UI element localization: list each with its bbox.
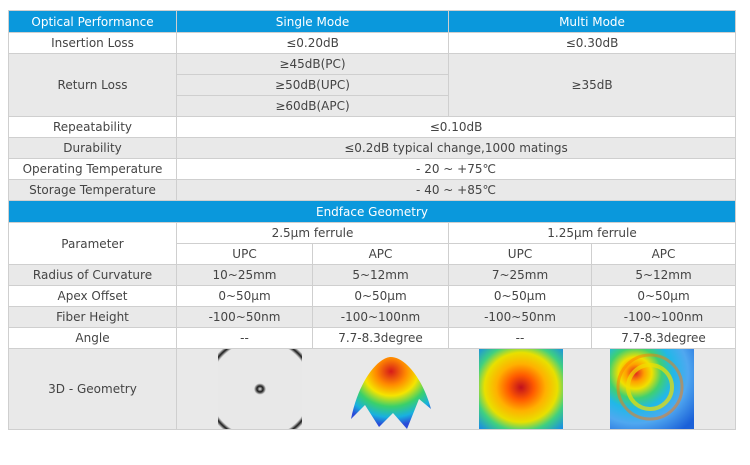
3d-surface-image <box>350 357 431 429</box>
table-row: Apex Offset 0~50μm 0~50μm 0~50μm 0~50μm <box>8 285 736 307</box>
angle-value: 7.7-8.3degree <box>591 327 736 349</box>
fiber-height-value: -100~50nm <box>448 306 592 328</box>
return-loss-multi: ≥35dB <box>448 53 736 117</box>
geometry-images <box>178 349 735 429</box>
apex-offset-label: Apex Offset <box>8 285 177 307</box>
type-upc: UPC <box>176 243 313 265</box>
parameter-label: Parameter <box>8 222 177 265</box>
return-loss-label: Return Loss <box>8 53 177 117</box>
header-multi-mode: Multi Mode <box>448 10 736 33</box>
fiber-height-value: -100~100nm <box>591 306 736 328</box>
radius-value: 7~25mm <box>448 264 592 286</box>
radius-value: 10~25mm <box>176 264 313 286</box>
radius-value: 5~12mm <box>591 264 736 286</box>
angle-value: -- <box>448 327 592 349</box>
radius-value: 5~12mm <box>312 264 449 286</box>
type-apc: APC <box>312 243 449 265</box>
type-upc: UPC <box>448 243 592 265</box>
type-apc: APC <box>591 243 736 265</box>
heatmap-image <box>479 349 564 429</box>
ferrule-125-label: 1.25μm ferrule <box>448 222 736 244</box>
optical-header-row: Optical Performance Single Mode Multi Mo… <box>8 10 736 33</box>
tilted-heatmap-image <box>609 349 694 429</box>
angle-value: -- <box>176 327 313 349</box>
durability-value: ≤0.2dB typical change,1000 matings <box>176 137 736 159</box>
return-loss-upc: ≥50dB(UPC) <box>176 74 449 96</box>
table-row: Angle -- 7.7-8.3degree -- 7.7-8.3degree <box>8 327 736 349</box>
storage-temp-value: - 40 ~ +85℃ <box>176 179 736 201</box>
table-row: Parameter 2.5μm ferrule 1.25μm ferrule <box>8 222 736 265</box>
geometry-images-cell <box>176 348 736 430</box>
geometry-label: 3D - Geometry <box>8 348 177 430</box>
apex-offset-value: 0~50μm <box>176 285 313 307</box>
table-row: Durability ≤0.2dB typical change,1000 ma… <box>8 137 736 159</box>
fiber-height-value: -100~50nm <box>176 306 313 328</box>
angle-label: Angle <box>8 327 177 349</box>
table-row: Storage Temperature - 40 ~ +85℃ <box>8 179 736 201</box>
table-row: Return Loss ≥45dB(PC) ≥35dB <box>8 53 736 117</box>
insertion-loss-multi: ≤0.30dB <box>448 32 736 54</box>
endface-header-row: Endface Geometry <box>8 200 736 223</box>
interferogram-image <box>218 349 303 429</box>
apex-offset-value: 0~50μm <box>591 285 736 307</box>
table-row: Fiber Height -100~50nm -100~100nm -100~5… <box>8 306 736 328</box>
header-single-mode: Single Mode <box>176 10 449 33</box>
endface-geometry-title: Endface Geometry <box>8 200 736 223</box>
operating-temp-label: Operating Temperature <box>8 158 177 180</box>
repeatability-value: ≤0.10dB <box>176 116 736 138</box>
table-row: 3D - Geometry <box>8 348 736 430</box>
radius-label: Radius of Curvature <box>8 264 177 286</box>
table-row: Radius of Curvature 10~25mm 5~12mm 7~25m… <box>8 264 736 286</box>
return-loss-apc: ≥60dB(APC) <box>176 95 449 117</box>
operating-temp-value: - 20 ~ +75℃ <box>176 158 736 180</box>
table-row: UPC APC UPC APC <box>8 243 736 265</box>
table-row: Operating Temperature - 20 ~ +75℃ <box>8 158 736 180</box>
angle-value: 7.7-8.3degree <box>312 327 449 349</box>
apex-offset-value: 0~50μm <box>312 285 449 307</box>
table-row: Repeatability ≤0.10dB <box>8 116 736 138</box>
insertion-loss-single: ≤0.20dB <box>176 32 449 54</box>
apex-offset-value: 0~50μm <box>448 285 592 307</box>
fiber-height-label: Fiber Height <box>8 306 177 328</box>
table-row: Insertion Loss ≤0.20dB ≤0.30dB <box>8 32 736 54</box>
spec-table: Optical Performance Single Mode Multi Mo… <box>8 10 736 430</box>
ferrule-25-label: 2.5μm ferrule <box>176 222 449 244</box>
durability-label: Durability <box>8 137 177 159</box>
storage-temp-label: Storage Temperature <box>8 179 177 201</box>
fiber-height-value: -100~100nm <box>312 306 449 328</box>
insertion-loss-label: Insertion Loss <box>8 32 177 54</box>
repeatability-label: Repeatability <box>8 116 177 138</box>
return-loss-pc: ≥45dB(PC) <box>176 53 449 75</box>
header-optical-performance: Optical Performance <box>8 10 177 33</box>
